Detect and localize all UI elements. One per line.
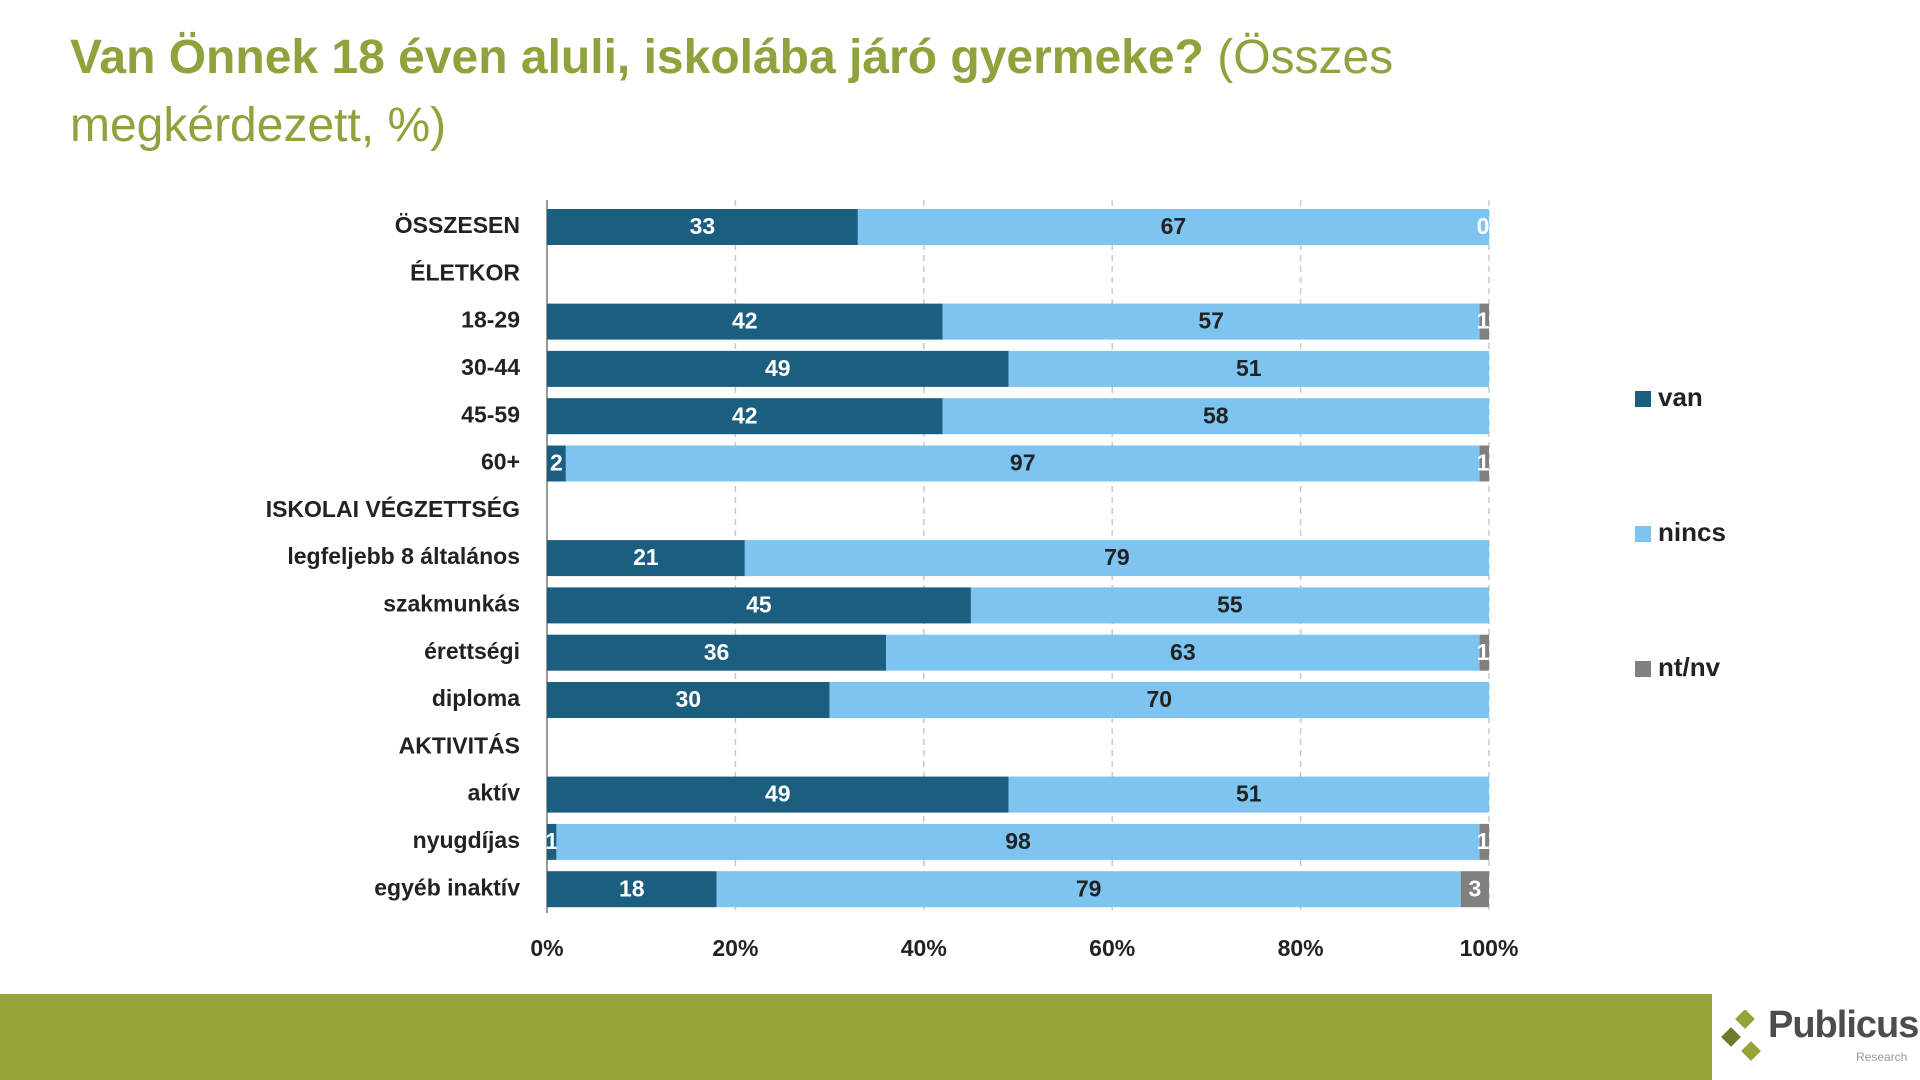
data-label: 2 (550, 450, 563, 476)
bar-segment (942, 303, 1480, 340)
x-tick-label: 20% (712, 935, 758, 961)
data-label: 0 (1477, 213, 1490, 239)
legend-label: van (1658, 382, 1703, 412)
data-label: 36 (704, 639, 730, 665)
data-label: 33 (690, 213, 716, 239)
bar-segment (886, 634, 1480, 671)
data-label: 79 (1076, 875, 1102, 901)
bar-segment (829, 682, 1489, 718)
legend-swatch (1635, 661, 1651, 677)
legend-swatch (1635, 526, 1651, 542)
bar-segment (1479, 303, 1489, 340)
y-tick-label: ISKOLAI VÉGZETTSÉG (266, 495, 520, 522)
y-tick-label: nyugdíjas (413, 827, 520, 853)
y-tick-label: aktív (468, 780, 521, 806)
data-label: 1 (1477, 828, 1490, 854)
data-label: 67 (1161, 213, 1187, 239)
legend-label: nincs (1658, 517, 1726, 547)
bar-segment (1479, 445, 1489, 482)
data-label: 45 (746, 591, 772, 617)
data-label: 42 (732, 402, 758, 428)
bar-segment (744, 540, 1489, 577)
data-label: 51 (1236, 355, 1262, 381)
bar-segment (547, 209, 858, 245)
y-tick-label: szakmunkás (383, 590, 520, 616)
data-label: 63 (1170, 639, 1196, 665)
bar-segment (547, 776, 1009, 813)
legend-swatch (1635, 391, 1651, 407)
logo-icon (1721, 1010, 1761, 1061)
y-tick-label: 45-59 (461, 401, 520, 427)
x-tick-label: 80% (1278, 935, 1324, 961)
y-tick-label: érettségi (424, 638, 520, 664)
data-label: 79 (1104, 544, 1130, 570)
x-tick-label: 0% (530, 935, 563, 961)
y-tick-label: egyéb inaktív (374, 874, 520, 900)
data-label: 70 (1147, 686, 1173, 712)
y-tick-label: 18-29 (461, 307, 520, 333)
data-label: 58 (1203, 402, 1229, 428)
logo-sub: Research (1856, 1050, 1908, 1064)
bar-segment (716, 871, 1461, 908)
bar-segment (1479, 823, 1489, 860)
data-label: 51 (1236, 781, 1262, 807)
bar-segment (547, 398, 943, 435)
title-block: Van Önnek 18 éven aluli, iskolába járó g… (70, 24, 1630, 160)
x-tick-label: 40% (901, 935, 947, 961)
data-label: 42 (732, 308, 758, 334)
bar-segment (857, 209, 1489, 245)
data-label: 49 (765, 355, 791, 381)
bar-segment (547, 540, 745, 577)
bar-segment (547, 303, 943, 340)
x-tick-label: 60% (1089, 935, 1135, 961)
bar-segment (970, 587, 1489, 624)
bar-segment (1008, 776, 1489, 813)
bar-segment (565, 445, 1480, 482)
data-label: 21 (633, 544, 659, 570)
y-tick-label: ÖSSZESEN (395, 212, 520, 238)
data-label: 55 (1217, 591, 1243, 617)
data-label: 1 (545, 828, 558, 854)
y-tick-label: diploma (432, 685, 520, 711)
y-tick-label: AKTIVITÁS (399, 731, 520, 758)
logo-name: Publicus (1768, 1004, 1919, 1046)
bar-segment (1460, 871, 1489, 908)
chart-subtitle: (Összes megkérdezett, %) (70, 31, 1394, 152)
data-label: 97 (1010, 450, 1036, 476)
bar-segment (942, 398, 1489, 435)
y-tick-label: 30-44 (461, 354, 520, 380)
y-tick-label: legfeljebb 8 általános (287, 543, 520, 569)
x-tick-label: 100% (1460, 935, 1519, 961)
bar-segment (547, 445, 566, 482)
bar-segment (547, 823, 557, 860)
data-label: 3 (1468, 875, 1481, 901)
bar-segment (556, 823, 1480, 860)
footer-bar (0, 994, 1712, 1080)
logo: Publicus Research (1716, 1000, 1919, 1076)
bar-segment (1008, 350, 1489, 387)
data-label: 57 (1198, 308, 1224, 334)
bar-segment (547, 350, 1009, 387)
bar-segment (547, 634, 887, 671)
y-tick-label: 60+ (481, 449, 520, 475)
data-label: 98 (1005, 828, 1031, 854)
bar-segment (547, 682, 830, 718)
bar-segment (547, 587, 971, 624)
data-label: 30 (676, 686, 702, 712)
chart-title: Van Önnek 18 éven aluli, iskolába járó g… (70, 31, 1204, 84)
legend-label: nt/nv (1658, 652, 1721, 682)
bar-segment (547, 871, 717, 908)
y-tick-label: ÉLETKOR (410, 258, 520, 285)
data-label: 1 (1477, 450, 1490, 476)
data-label: 18 (619, 875, 645, 901)
data-label: 1 (1477, 308, 1490, 334)
data-label: 1 (1477, 639, 1490, 665)
data-label: 49 (765, 781, 791, 807)
bar-segment (1479, 634, 1489, 671)
